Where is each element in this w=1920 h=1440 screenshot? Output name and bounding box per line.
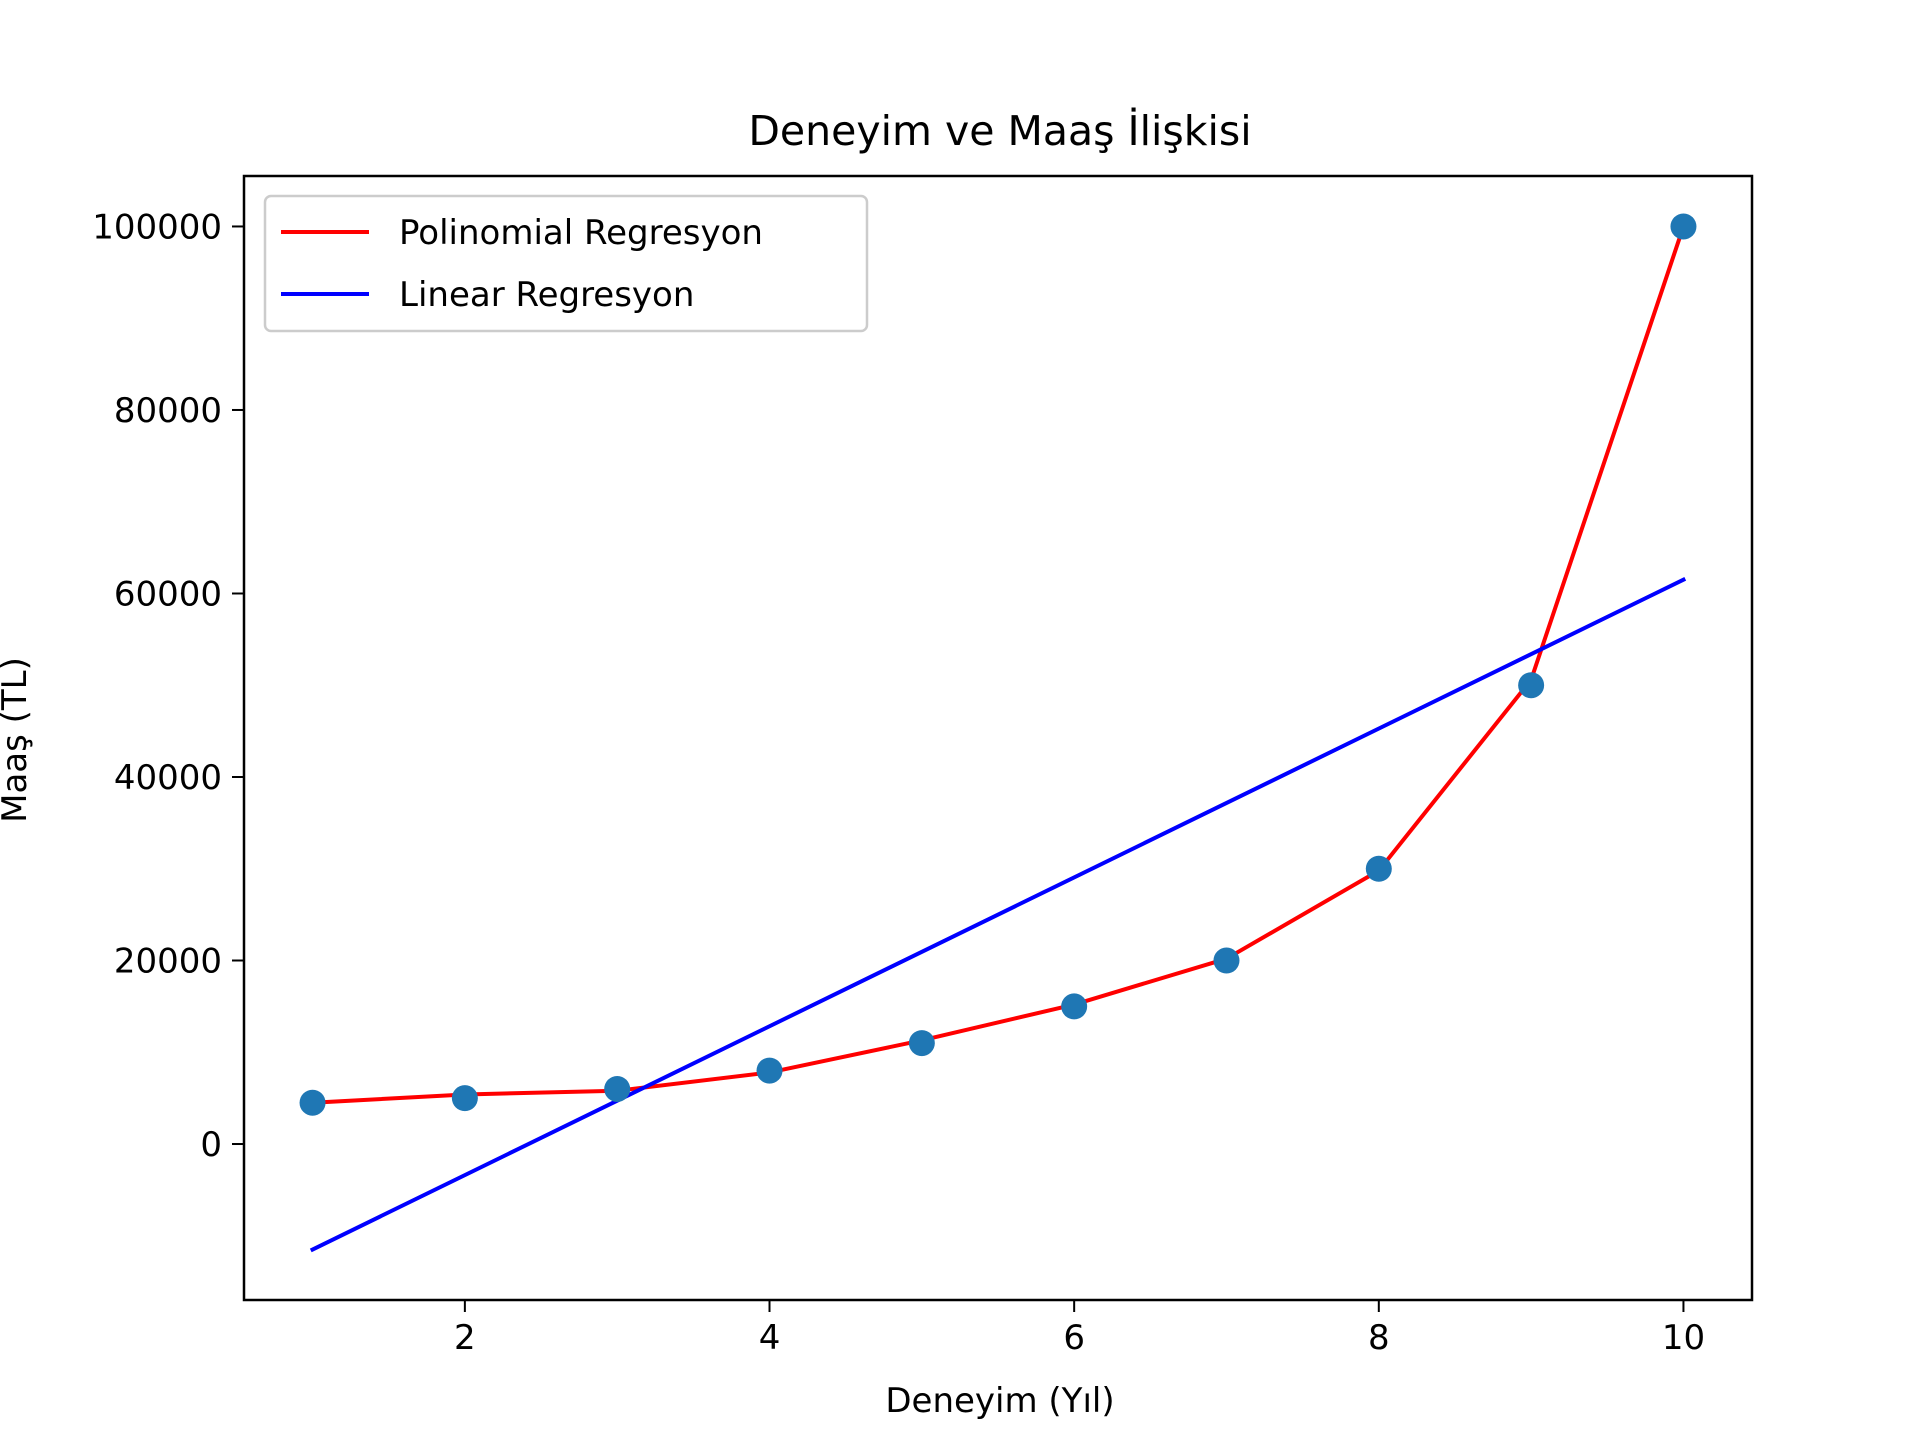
x-tick-label: 2 (454, 1318, 476, 1358)
y-axis-label: Maaş (TL) (0, 657, 35, 823)
chart-title: Deneyim ve Maaş İlişkisi (748, 107, 1251, 155)
y-tick-label: 100000 (92, 207, 222, 247)
x-tick-label: 8 (1368, 1318, 1390, 1358)
data-point (299, 1089, 326, 1116)
data-point (1061, 993, 1088, 1020)
plot-area: 2 4 6 8 10 0 20000 40000 60000 80000 100000 (92, 174, 1754, 1358)
data-point (604, 1075, 631, 1102)
series-line-linear (309, 577, 1687, 1253)
data-point (451, 1085, 478, 1112)
legend-label: Polinomial Regresyon (399, 213, 763, 253)
series-line-polynomial (310, 223, 1686, 1105)
y-tick-label: 80000 (114, 391, 222, 431)
x-tick-label: 6 (1063, 1318, 1085, 1358)
x-tick-label: 4 (759, 1318, 781, 1358)
legend-frame (263, 194, 869, 333)
y-tick-label: 20000 (114, 942, 222, 982)
axes-frame (242, 174, 1754, 1302)
data-point (756, 1057, 783, 1084)
data-point (908, 1030, 935, 1057)
y-tick-label: 0 (200, 1125, 222, 1165)
y-tick-label: 60000 (114, 574, 222, 614)
data-point (1670, 213, 1697, 240)
data-point (1213, 947, 1240, 974)
data-point (1365, 855, 1392, 882)
legend: Polinomial Regresyon Linear Regresyon (263, 194, 869, 333)
data-point (1518, 672, 1545, 699)
legend-label: Linear Regresyon (399, 275, 694, 315)
x-tick-label: 10 (1662, 1318, 1705, 1358)
y-tick-label: 40000 (114, 758, 222, 798)
x-axis-label: Deneyim (Yıl) (885, 1381, 1114, 1421)
